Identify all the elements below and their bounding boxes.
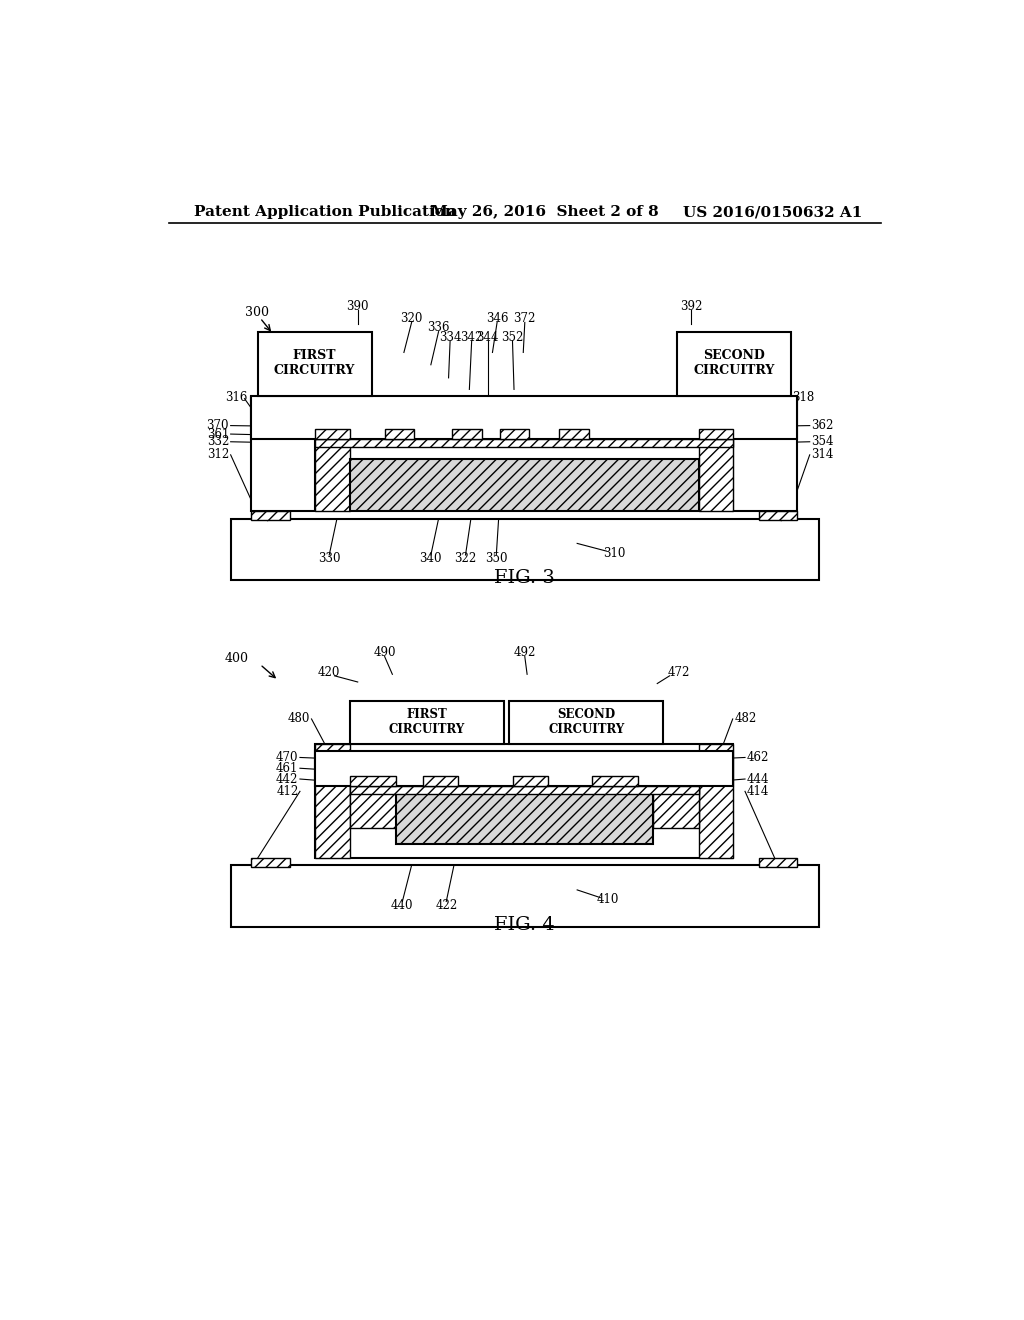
Text: 320: 320 [400, 312, 423, 325]
Bar [453, 429, 481, 440]
Text: 318: 318 [792, 391, 814, 404]
Text: FIRST
CIRCUITRY: FIRST CIRCUITRY [389, 708, 465, 737]
Text: SECOND
CIRCUITRY: SECOND CIRCUITRY [693, 350, 775, 378]
Text: 370: 370 [207, 418, 229, 432]
Bar [315, 743, 733, 858]
Text: SECOND
CIRCUITRY: SECOND CIRCUITRY [548, 708, 625, 737]
Text: May 26, 2016  Sheet 2 of 8: May 26, 2016 Sheet 2 of 8 [431, 206, 658, 219]
Text: 314: 314 [811, 449, 834, 462]
Text: 330: 330 [318, 552, 340, 565]
Bar [677, 331, 792, 396]
Text: 382: 382 [756, 338, 777, 351]
Text: 492: 492 [514, 647, 536, 659]
Bar [509, 701, 664, 743]
Bar [252, 511, 290, 520]
Text: 334: 334 [439, 330, 462, 343]
Text: 410: 410 [597, 894, 620, 907]
Text: 420: 420 [318, 667, 340, 680]
Text: 482: 482 [734, 713, 757, 726]
Text: 414: 414 [746, 785, 769, 797]
Bar [350, 785, 698, 793]
Text: 310: 310 [603, 546, 626, 560]
Text: 380: 380 [267, 338, 290, 351]
Text: 390: 390 [346, 300, 369, 313]
Text: 346: 346 [485, 312, 508, 325]
Bar [315, 440, 733, 447]
Text: 422: 422 [435, 899, 458, 912]
Text: 480: 480 [288, 713, 310, 726]
Bar [759, 511, 798, 520]
Text: 332: 332 [207, 436, 229, 449]
Text: 442: 442 [276, 772, 298, 785]
Text: 312: 312 [207, 449, 229, 462]
Bar [350, 459, 698, 511]
Text: 440: 440 [391, 899, 414, 912]
Bar [513, 776, 548, 785]
Text: 352: 352 [502, 330, 523, 343]
Bar [698, 429, 733, 440]
Bar [315, 743, 350, 858]
Text: 461: 461 [276, 762, 298, 775]
Text: 322: 322 [455, 552, 476, 565]
Text: 470: 470 [275, 751, 298, 764]
Bar [252, 397, 315, 511]
Bar [652, 785, 698, 829]
Bar [559, 429, 589, 440]
Text: 340: 340 [420, 552, 442, 565]
Text: 344: 344 [476, 330, 499, 343]
Text: Patent Application Publication: Patent Application Publication [194, 206, 456, 219]
Text: 372: 372 [514, 312, 536, 325]
Text: 362: 362 [811, 418, 834, 432]
Bar [592, 776, 638, 785]
Text: FIRST
CIRCUITRY: FIRST CIRCUITRY [273, 350, 355, 378]
Text: 400: 400 [224, 652, 249, 665]
Bar [423, 776, 458, 785]
Bar [698, 440, 733, 511]
Text: 300: 300 [245, 306, 268, 319]
Text: 472: 472 [668, 667, 690, 680]
Text: 354: 354 [811, 436, 834, 449]
Bar [350, 701, 504, 743]
Text: 361: 361 [207, 428, 229, 441]
Text: US 2016/0150632 A1: US 2016/0150632 A1 [683, 206, 863, 219]
Text: 316: 316 [225, 391, 247, 404]
Text: 444: 444 [746, 772, 769, 785]
Bar [396, 789, 652, 843]
Bar [315, 440, 350, 511]
Bar [759, 858, 798, 867]
Bar [350, 785, 396, 829]
Bar [385, 429, 414, 440]
Text: FIG. 4: FIG. 4 [495, 916, 555, 933]
Bar [315, 751, 733, 785]
Bar [698, 743, 733, 858]
Text: 462: 462 [746, 751, 769, 764]
Bar [230, 519, 819, 581]
Bar [230, 866, 819, 927]
Bar [350, 776, 396, 785]
Text: FIG. 3: FIG. 3 [495, 569, 555, 587]
Bar [252, 858, 290, 867]
Text: 342: 342 [461, 330, 483, 343]
Bar [500, 429, 529, 440]
Bar [252, 396, 798, 440]
Text: 490: 490 [374, 647, 396, 659]
Bar [315, 429, 350, 440]
Text: 336: 336 [427, 321, 450, 334]
Bar [733, 397, 798, 511]
Text: 392: 392 [680, 300, 702, 313]
Text: 412: 412 [276, 785, 298, 797]
Bar [258, 331, 372, 396]
Text: 350: 350 [485, 552, 508, 565]
